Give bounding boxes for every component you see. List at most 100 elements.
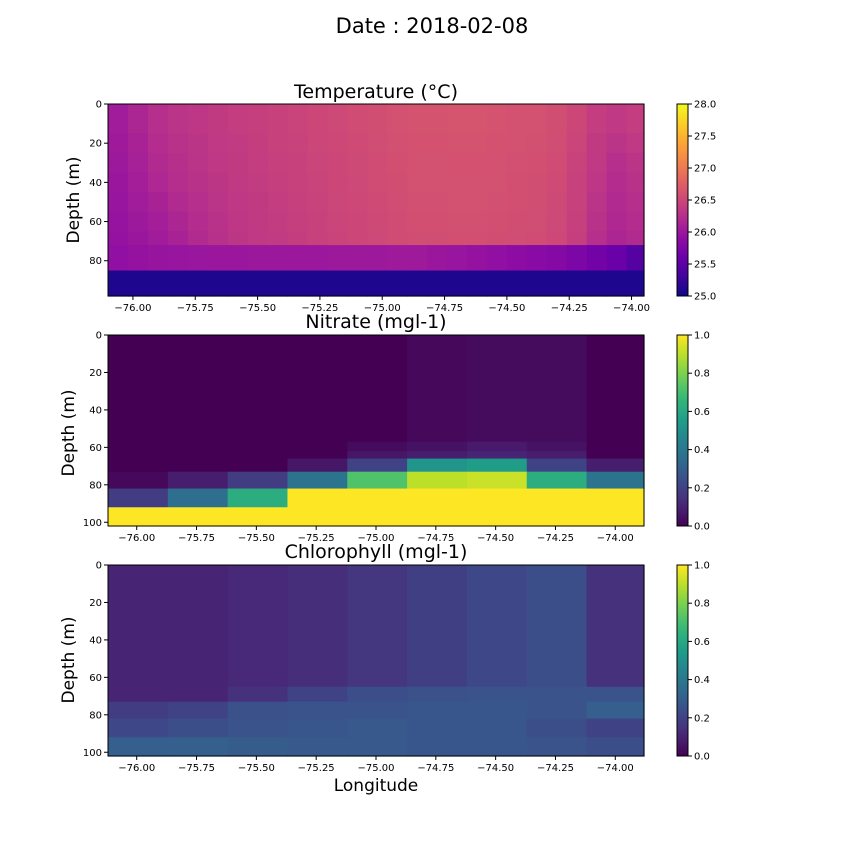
temperature-cell	[167, 201, 189, 213]
temperature-cell	[207, 211, 229, 223]
temperature-cell	[447, 192, 468, 203]
temperature-cell	[586, 192, 608, 203]
temperature-cell	[387, 113, 408, 125]
temperature-cell	[586, 152, 608, 164]
temperature-cell	[367, 270, 388, 297]
temperature-cell	[626, 192, 645, 203]
nitrate-colorbar-bar	[676, 334, 689, 527]
temperature-cell	[267, 123, 289, 134]
temperature-cell	[586, 245, 608, 272]
temperature-cell	[546, 221, 568, 232]
temperature-cell	[626, 172, 645, 183]
temperature-cell	[347, 201, 368, 213]
temperature-cell	[187, 231, 209, 246]
temperature-cell	[307, 270, 328, 297]
temperature-cell	[586, 201, 608, 213]
temperature-cell	[407, 245, 428, 272]
temperature-y-tick-label: 80	[89, 256, 102, 267]
chlorophyll-colorbar: 0.0 0.2 0.4 0.6 0.8 1.0	[676, 561, 710, 763]
temperature-cell	[467, 172, 488, 183]
temperature-cell	[227, 143, 249, 154]
chlorophyll-y-tick-label: 20	[89, 598, 102, 609]
temperature-cell	[427, 104, 448, 115]
nitrate-x-axis: −76.00 −75.75 −75.50 −75.25 −75.00 −74.75 −74.…	[118, 526, 634, 544]
temperature-cell	[586, 231, 608, 246]
nitrate-cell	[108, 458, 169, 473]
temperature-cell	[147, 245, 169, 272]
temperature-cell	[387, 133, 408, 144]
temperature-cell	[467, 231, 488, 246]
nitrate-cell	[227, 507, 289, 527]
temperature-cell	[586, 221, 608, 232]
nitrate-cell	[108, 441, 169, 452]
temperature-cell	[287, 123, 309, 134]
nitrate-x-tick-label: −76.00	[118, 533, 155, 544]
temperature-cell	[147, 162, 169, 174]
chlorophyll-cell	[526, 701, 588, 720]
temperature-cell	[327, 201, 348, 213]
temperature-cell	[486, 221, 508, 232]
temperature-cell	[147, 172, 169, 183]
temperature-cell	[367, 182, 388, 193]
temperature-cell	[247, 182, 269, 193]
temperature-y-tick-label: 40	[89, 178, 102, 189]
temperature-cell	[167, 221, 189, 232]
temperature-cell	[207, 133, 229, 144]
temperature-cell	[267, 104, 289, 115]
temperature-cell	[127, 192, 149, 203]
temperature-cell	[347, 211, 368, 223]
temperature-cell	[127, 201, 149, 213]
chlorophyll-x-tick-label: −74.75	[417, 763, 454, 774]
temperature-colorbar-tick-label: 28.0	[694, 100, 716, 111]
temperature-cell	[147, 211, 169, 223]
temperature-cell	[566, 211, 588, 223]
temperature-colorbar-bar	[676, 103, 689, 297]
temperature-cell	[626, 133, 645, 144]
temperature-cell	[427, 162, 448, 174]
temperature-cell	[108, 221, 129, 232]
temperature-cell	[546, 162, 568, 174]
temperature-cell	[108, 245, 129, 272]
chlorophyll-x-tick-label: −74.00	[597, 763, 634, 774]
temperature-cell	[307, 192, 328, 203]
temperature-cell	[506, 172, 528, 183]
temperature-cell	[586, 162, 608, 174]
temperature-cell	[187, 143, 209, 154]
temperature-cell	[427, 201, 448, 213]
nitrate-cell	[526, 488, 588, 508]
temperature-cell	[327, 133, 348, 144]
temperature-cell	[447, 245, 468, 272]
temperature-cell	[367, 133, 388, 144]
chlorophyll-x-tick-label: −75.50	[238, 763, 275, 774]
temperature-cell	[187, 221, 209, 232]
temperature-cell	[467, 162, 488, 174]
temperature-cell	[187, 192, 209, 203]
temperature-cell	[227, 182, 249, 193]
nitrate-cell	[227, 451, 289, 460]
temperature-cell	[167, 172, 189, 183]
temperature-cell	[467, 201, 488, 213]
temperature-cell	[467, 245, 488, 272]
temperature-cell	[127, 123, 149, 134]
temperature-cell	[347, 104, 368, 115]
temperature-cell	[506, 201, 528, 213]
temperature-cell	[546, 245, 568, 272]
chlorophyll-cell	[586, 718, 645, 738]
temperature-cell	[108, 192, 129, 203]
temperature-cell	[407, 123, 428, 134]
chlorophyll-cell	[167, 718, 229, 738]
temperature-cell	[467, 211, 488, 223]
temperature-cell	[267, 221, 289, 232]
temperature-cell	[108, 201, 129, 213]
temperature-cell	[566, 201, 588, 213]
temperature-cell	[407, 113, 428, 125]
temperature-cell	[606, 104, 628, 115]
temperature-cell	[227, 221, 249, 232]
temperature-cell	[387, 192, 408, 203]
temperature-cell	[167, 182, 189, 193]
temperature-cell	[467, 270, 488, 297]
temperature-cell	[387, 182, 408, 193]
temperature-cell	[267, 192, 289, 203]
temperature-cell	[108, 172, 129, 183]
temperature-cell	[486, 211, 508, 223]
